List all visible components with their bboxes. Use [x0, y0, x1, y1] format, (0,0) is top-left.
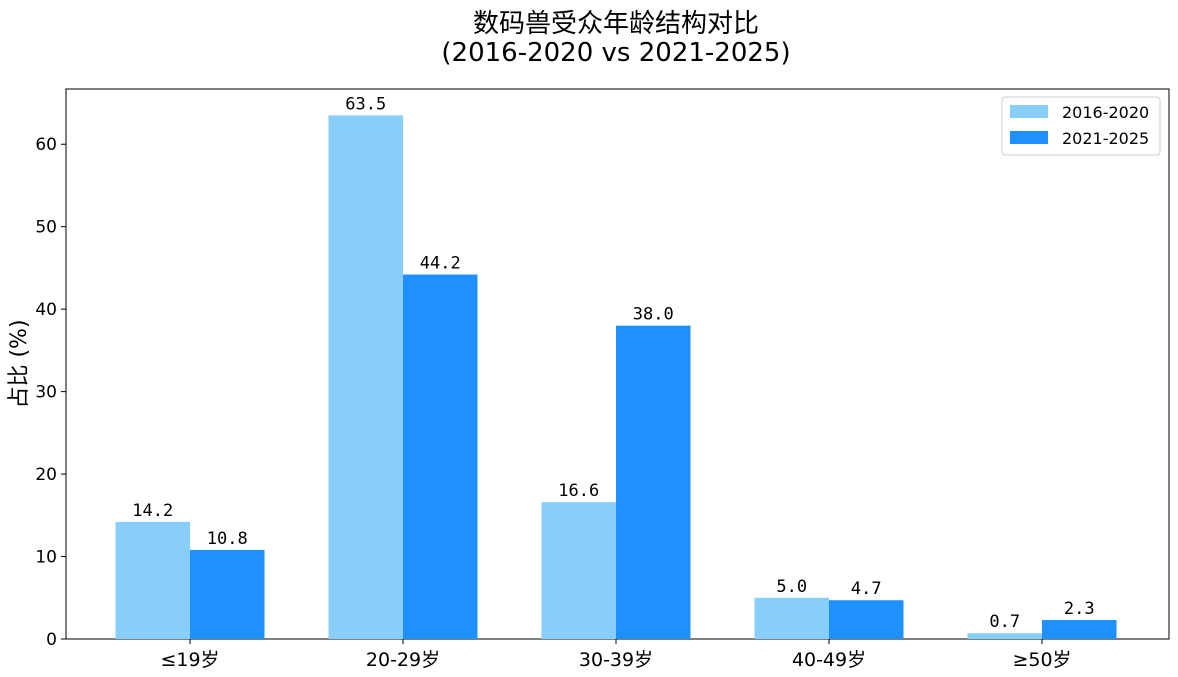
legend-swatch-2021-2025	[1010, 131, 1048, 144]
legend: 2016-2020 2021-2025	[1001, 96, 1161, 156]
data-label-2021-2025-0: 10.8	[207, 529, 248, 549]
y-tick-label: 30	[35, 383, 57, 403]
x-axis: ≤19岁 20-29岁 30-39岁 40-49岁 ≥50岁	[160, 639, 1072, 671]
data-label-2021-2025-3: 4.7	[851, 579, 882, 599]
data-label-2021-2025-2: 38.0	[633, 305, 674, 325]
y-tick-label: 60	[35, 135, 57, 155]
bar-2016-2020-2	[541, 502, 616, 639]
chart-title-line-1: 数码兽受众年龄结构对比	[473, 9, 759, 39]
legend-label-2021-2025: 2021-2025	[1062, 129, 1149, 148]
data-label-2016-2020-4: 0.7	[989, 612, 1020, 632]
x-tick-label: 30-39岁	[579, 649, 653, 671]
bar-2016-2020-1	[328, 115, 403, 639]
x-tick-label: 40-49岁	[792, 649, 866, 671]
bars	[115, 115, 1117, 639]
bar-2021-2025-4	[1042, 620, 1117, 639]
y-tick-label: 20	[35, 465, 57, 485]
y-tick-label: 10	[35, 548, 57, 568]
bar-2021-2025-3	[829, 600, 904, 639]
bar-2021-2025-0	[190, 549, 265, 639]
y-tick-label: 0	[46, 630, 57, 650]
bar-2021-2025-2	[616, 325, 691, 639]
y-axis-label: 占比 (%)	[7, 319, 32, 408]
data-label-2021-2025-4: 2.3	[1064, 599, 1095, 619]
y-axis: 0 10 20 30 40 50 60	[35, 135, 66, 650]
legend-swatch-2016-2020	[1010, 105, 1048, 118]
data-label-2016-2020-2: 16.6	[558, 481, 599, 501]
y-tick-label: 50	[35, 218, 57, 238]
x-tick-label: 20-29岁	[366, 649, 440, 671]
bar-2016-2020-0	[115, 521, 190, 639]
chart-title-line-2: (2016-2020 vs 2021-2025)	[441, 38, 790, 68]
data-label-2016-2020-0: 14.2	[132, 501, 173, 521]
data-label-2016-2020-1: 63.5	[345, 94, 386, 114]
bar-2016-2020-4	[967, 633, 1042, 639]
x-tick-label: ≥50岁	[1012, 649, 1071, 671]
bar-2021-2025-1	[403, 274, 478, 639]
legend-label-2016-2020: 2016-2020	[1062, 103, 1149, 122]
data-labels: 14.2 10.8 63.5 44.2 16.6 38.0 5.0 4.7 0.7 2.3	[132, 94, 1094, 632]
data-label-2021-2025-1: 44.2	[420, 254, 461, 274]
y-tick-label: 40	[35, 300, 57, 320]
bar-2016-2020-3	[754, 597, 829, 639]
x-tick-label: ≤19岁	[160, 649, 219, 671]
data-label-2016-2020-3: 5.0	[776, 577, 807, 597]
